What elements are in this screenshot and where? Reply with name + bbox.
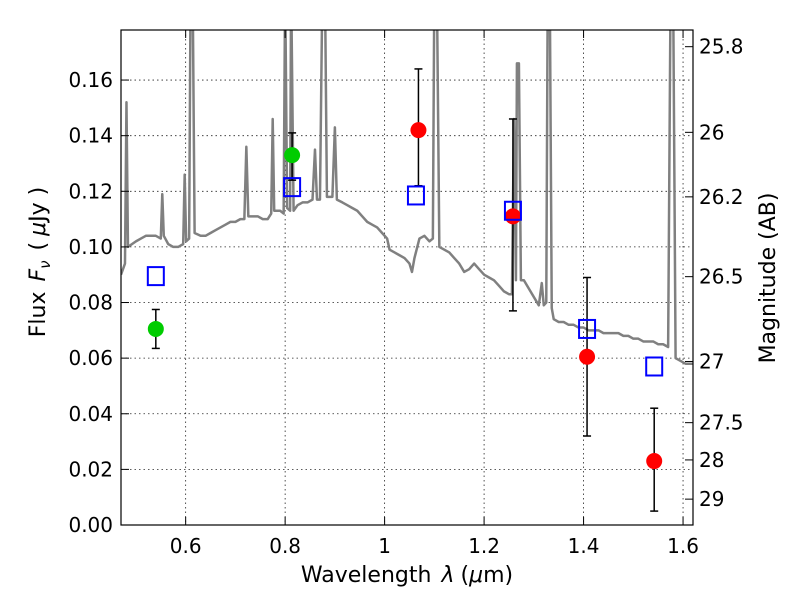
y2-tick-label: 26.2: [699, 185, 744, 209]
data-point: [504, 208, 521, 225]
y-tick-label: 0.02: [68, 457, 113, 481]
y2-tick-label: 25.8: [699, 35, 744, 59]
y-axis-label: FluxFν(μJy ): [26, 187, 54, 337]
ticks: 0.6 0.8 1 1.2 1.4 1.6 0.00 0.02 0.04 0.06 0.08 0.10…: [68, 30, 744, 558]
data-point: [646, 453, 663, 470]
y2-tick-label: 26.5: [699, 265, 744, 289]
x-tick-label: 1.4: [568, 534, 600, 558]
grid: [121, 30, 693, 526]
model-point: [283, 177, 302, 198]
y-tick-label: 0.06: [68, 346, 113, 370]
y-tick-label: 0.12: [68, 179, 113, 203]
x-tick-label: 0.6: [170, 534, 202, 558]
data-point: [147, 320, 164, 337]
data-point: [579, 348, 596, 365]
y2-tick-label: 29: [699, 487, 724, 511]
model-point: [578, 318, 597, 339]
series-layer: [121, 30, 693, 365]
x-axis-label: Wavelength λ (μm): [301, 563, 513, 588]
y-tick-label: 0.08: [68, 291, 113, 315]
y-tick-label: 0.14: [68, 124, 113, 148]
points-layer: [146, 68, 664, 512]
model-point: [503, 200, 522, 221]
y2-tick-label: 27.5: [699, 411, 744, 435]
model-point: [645, 356, 664, 377]
y2-tick-label: 26: [699, 120, 724, 144]
y2-axis-label: Magnitude (AB): [756, 193, 781, 364]
y2-tick-label: 27: [699, 349, 724, 373]
y-tick-label: 0.04: [68, 402, 113, 426]
data-point: [410, 122, 427, 139]
model-point: [146, 266, 165, 287]
x-tick-label: 1.2: [468, 534, 500, 558]
data-point: [284, 147, 301, 164]
y-tick-label: 0.00: [68, 513, 113, 537]
spectrum-line: [121, 30, 693, 365]
y-tick-label: 0.10: [68, 235, 113, 259]
x-tick-label: 0.8: [269, 534, 301, 558]
model-point: [406, 185, 425, 206]
x-tick-label: 1.6: [667, 534, 699, 558]
plot-frame: [120, 29, 694, 526]
y2-tick-label: 28: [699, 448, 724, 472]
y-tick-label: 0.16: [68, 68, 113, 92]
x-tick-label: 1: [378, 534, 391, 558]
